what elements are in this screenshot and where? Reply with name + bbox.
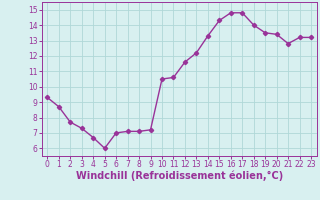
X-axis label: Windchill (Refroidissement éolien,°C): Windchill (Refroidissement éolien,°C) [76,171,283,181]
